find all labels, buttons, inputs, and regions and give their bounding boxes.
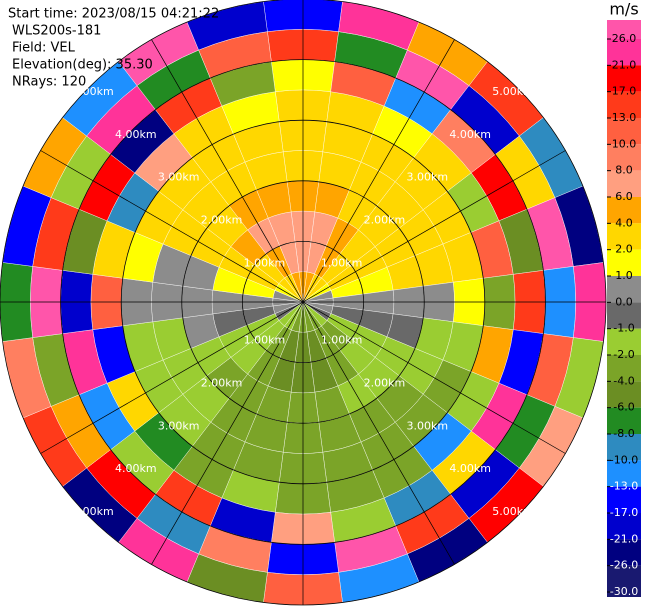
ring-label: 1.00km	[244, 334, 286, 347]
colorbar-tick-label: 17.0	[612, 85, 637, 98]
colorbar-band	[607, 65, 641, 92]
colorbar-tick-label: 8.0	[615, 164, 633, 177]
colorbar-tick-label: -1.0	[613, 322, 634, 335]
colorbar-tick-label: -10.0	[610, 453, 638, 466]
ring-label: 1.00km	[321, 334, 363, 347]
colorbar-tick-label: -13.0	[610, 480, 638, 493]
ring-label: 3.00km	[158, 419, 200, 432]
ring-label: 3.00km	[158, 171, 200, 184]
colorbar-tick-label: -26.0	[610, 559, 638, 572]
ring-label: 5.00km	[72, 505, 114, 518]
ring-label: 4.00km	[115, 462, 157, 475]
header-line: NRays: 120	[12, 75, 86, 90]
colorbar-tick-label: -21.0	[610, 532, 638, 545]
colorbar-band	[607, 91, 641, 118]
ring-label: 2.00km	[364, 214, 406, 227]
colorbar-label: m/s	[609, 0, 638, 19]
colorbar: m/s 26.0 21.0 17.0 13.0 10.0 8.0 6.0 4.0 2.0 1.0 0.…	[607, 0, 641, 598]
colorbar-band	[607, 249, 641, 276]
range-ring	[120, 119, 486, 485]
colorbar-band	[607, 144, 641, 171]
spoke	[151, 39, 455, 565]
colorbar-tick-label: -6.0	[613, 401, 634, 414]
colorbar-tick-label: 26.0	[612, 32, 637, 45]
colorbar-tick-label: 2.0	[615, 243, 633, 256]
ring-label: 5.00km	[72, 85, 114, 98]
header: Start time: 2023/08/15 04:21:22 WLS200s-1…	[8, 7, 219, 90]
colorbar-band	[607, 407, 641, 434]
ring-label: 4.00km	[115, 128, 157, 141]
range-grid: 1.00km 1.00km 1.00km 1.00km 2.00km 2.00km 2.00…	[0, 0, 607, 606]
colorbar-tick-label: 1.0	[615, 269, 633, 282]
colorbar-band	[607, 302, 641, 329]
colorbar-tick-label: -2.0	[613, 348, 634, 361]
colorbar-tick-label: 4.0	[615, 216, 633, 229]
colorbar-band	[607, 20, 641, 39]
colorbar-tick-label: -30.0	[610, 585, 638, 598]
header-line: Start time: 2023/08/15 04:21:22	[8, 7, 219, 22]
ring-label: 3.00km	[407, 419, 449, 432]
colorbar-band	[607, 460, 641, 487]
colorbar-band	[607, 486, 641, 513]
colorbar-band	[607, 223, 641, 250]
range-ring	[0, 0, 607, 606]
ring-label: 2.00km	[201, 214, 243, 227]
ppi-field	[0, 0, 607, 606]
range-ring	[181, 180, 425, 424]
header-line: WLS200s-181	[12, 24, 101, 39]
ring-label: 1.00km	[244, 256, 286, 269]
ring-label: 2.00km	[364, 376, 406, 389]
ring-label: 1.00km	[321, 256, 363, 269]
colorbar-band	[607, 355, 641, 382]
range-ring	[241, 240, 364, 363]
colorbar-tick-label: 13.0	[612, 111, 637, 124]
colorbar-band	[607, 434, 641, 461]
colorbar-tick-label: -4.0	[613, 374, 634, 387]
ring-label: 4.00km	[449, 128, 491, 141]
ring-label: 2.00km	[201, 376, 243, 389]
colorbar-tick-label: 6.0	[615, 190, 633, 203]
colorbar-band	[607, 118, 641, 145]
ring-label: 5.00km	[492, 505, 534, 518]
colorbar-band	[607, 381, 641, 408]
range-ring	[60, 59, 546, 545]
colorbar-band	[607, 565, 641, 597]
ring-label: 4.00km	[449, 462, 491, 475]
colorbar-tick-label: 21.0	[612, 58, 637, 71]
ring-label: 5.00km	[492, 85, 534, 98]
header-line: Field: VEL	[12, 41, 76, 56]
colorbar-tick-label: -8.0	[613, 427, 634, 440]
colorbar-band	[607, 170, 641, 197]
colorbar-band	[607, 276, 641, 303]
colorbar-band	[607, 328, 641, 355]
colorbar-band	[607, 513, 641, 540]
colorbar-band	[607, 39, 641, 66]
ring-label: 3.00km	[407, 171, 449, 184]
colorbar-tick-label: -17.0	[610, 506, 638, 519]
colorbar-tick-label: 0.0	[615, 295, 633, 308]
colorbar-band	[607, 539, 641, 566]
colorbar-band	[607, 197, 641, 224]
colorbar-tick-label: 10.0	[612, 137, 637, 150]
header-line: Elevation(deg): 35.30	[12, 58, 153, 73]
